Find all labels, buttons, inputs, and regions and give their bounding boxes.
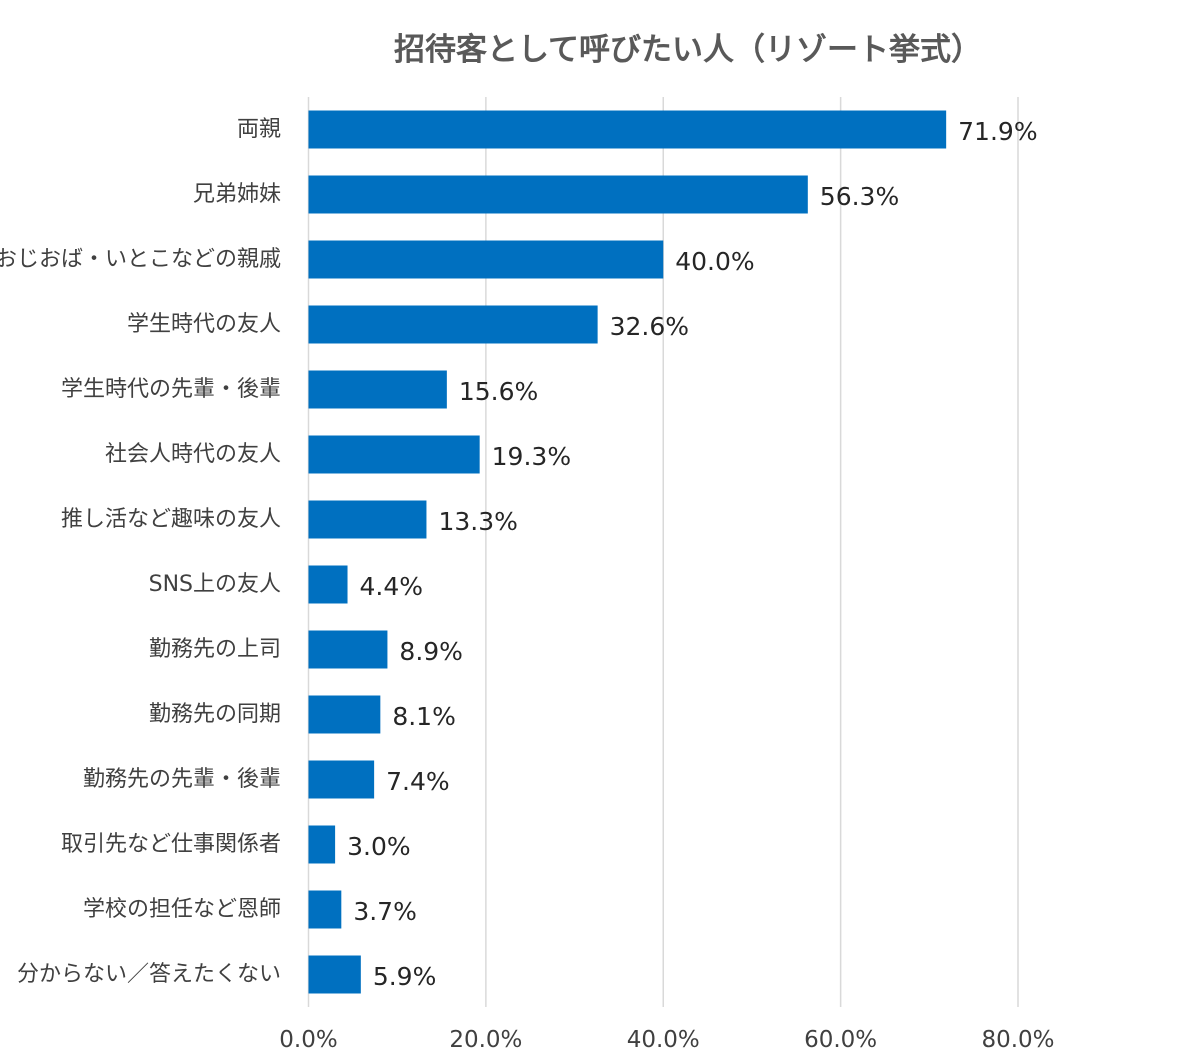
value-label: 15.6% [459,377,538,406]
bar [308,500,427,539]
bar [308,175,808,214]
x-tick-label: 40.0% [627,1027,700,1053]
bar [308,695,381,734]
value-label: 32.6% [610,312,689,341]
category-label: SNS上の友人 [149,572,281,597]
value-label: 5.9% [373,962,437,991]
value-label: 3.0% [347,832,411,861]
value-label: 19.3% [492,442,571,471]
value-label: 7.4% [386,767,450,796]
category-label: 勤務先の上司 [149,637,281,662]
bar [308,955,361,994]
value-label: 4.4% [360,572,424,601]
value-label: 71.9% [958,117,1037,146]
x-tick-label: 60.0% [804,1027,877,1053]
x-tick-label: 20.0% [449,1027,522,1053]
category-label: 兄弟姉妹 [193,182,281,207]
bar [308,760,375,799]
category-label: 学校の担任など恩師 [83,897,281,922]
x-tick-label: 80.0% [981,1027,1054,1053]
category-label: 取引先など仕事関係者 [61,832,281,857]
category-label: 勤務先の先輩・後輩 [83,767,281,792]
category-label: 推し活など趣味の友人 [61,507,281,532]
value-labels: 71.9% 56.3% 40.0% 32.6% 15.6% 19.3% 13.3% 4.4% 8… [347,117,1037,991]
bars [308,110,947,994]
value-label: 13.3% [438,507,517,536]
category-label: 勤務先の同期 [149,702,281,727]
category-labels: 両親兄弟姉妹おじおば・いとこなどの親戚学生時代の友人学生時代の先輩・後輩社会人時… [0,117,281,987]
bar [308,305,598,344]
value-label: 40.0% [675,247,754,276]
bar [308,370,447,409]
bar [308,240,664,279]
value-label: 3.7% [353,897,417,926]
value-label: 56.3% [820,182,899,211]
value-label: 8.1% [392,702,456,731]
category-label: 社会人時代の友人 [105,442,281,467]
category-label: 学生時代の先輩・後輩 [61,377,281,402]
x-tick-label: 0.0% [279,1027,337,1053]
category-label: 両親 [237,117,281,142]
value-label: 8.9% [399,637,463,666]
bar [308,565,348,604]
chart-title: 招待客として呼びたい人（リゾート挙式） [394,32,982,68]
bar [308,825,336,864]
bar [308,630,388,669]
category-label: おじおば・いとこなどの親戚 [0,247,281,272]
bar [308,110,947,149]
x-axis-tick-labels: 0.0% 20.0% 40.0% 60.0% 80.0% [279,1027,1054,1053]
bar [308,890,342,929]
bar [308,435,480,474]
gridlines [307,97,1019,1007]
category-label: 学生時代の友人 [127,312,281,337]
category-label: 分からない／答えたくない [17,962,281,987]
